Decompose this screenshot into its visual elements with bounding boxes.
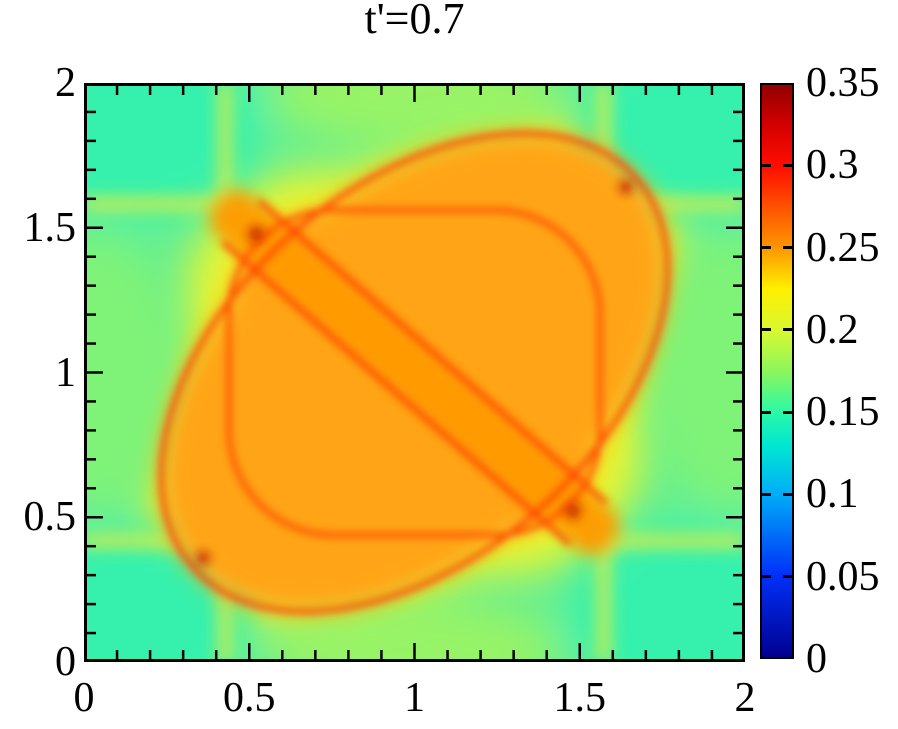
- colorbar-tick: [762, 246, 771, 250]
- colorbar-gradient: [762, 85, 792, 657]
- colorbar-tick: [762, 328, 771, 332]
- colorbar-tick: [783, 163, 792, 167]
- colorbar-tick: [783, 492, 792, 496]
- x-tick-label: 0: [73, 675, 95, 721]
- colorbar-tick: [762, 492, 771, 496]
- axis-ticks: [87, 86, 742, 659]
- colorbar-tick: [783, 410, 792, 414]
- x-tick-label: 0.5: [223, 675, 276, 721]
- colorbar-tick: [783, 328, 792, 332]
- y-tick-label: 2: [55, 60, 76, 106]
- colorbar-tick-label: 0.15: [806, 389, 880, 436]
- x-tick-label: 2: [734, 675, 756, 721]
- colorbar-tick: [762, 410, 771, 414]
- heatmap-canvas: [84, 83, 745, 662]
- x-tick-label: 1: [404, 675, 425, 721]
- y-tick-label: 1: [55, 349, 76, 396]
- colorbar-tick-label: 0.05: [806, 553, 880, 600]
- plot-border: [84, 83, 745, 662]
- heatmap-field: [84, 83, 745, 662]
- colorbar-tick: [783, 246, 792, 250]
- y-tick-label: 0.5: [23, 494, 77, 541]
- colorbar-tick-label: 0.25: [806, 224, 880, 271]
- y-tick-label: 0: [55, 639, 76, 685]
- plot-title: t'=0.7: [364, 0, 465, 43]
- colorbar-tick-label: 0.3: [806, 142, 859, 189]
- x-tick-label: 1.5: [553, 675, 607, 721]
- colorbar-tick-label: 0: [806, 636, 827, 682]
- colorbar-tick: [762, 575, 771, 579]
- colorbar-tick-label: 0.1: [806, 471, 859, 518]
- colorbar-tick: [762, 163, 771, 167]
- colorbar-tick-label: 0.35: [806, 60, 880, 106]
- colorbar: [760, 83, 794, 659]
- colorbar-tick-label: 0.2: [806, 306, 859, 353]
- y-tick-label: 1.5: [23, 204, 77, 251]
- colorbar-tick: [783, 575, 792, 579]
